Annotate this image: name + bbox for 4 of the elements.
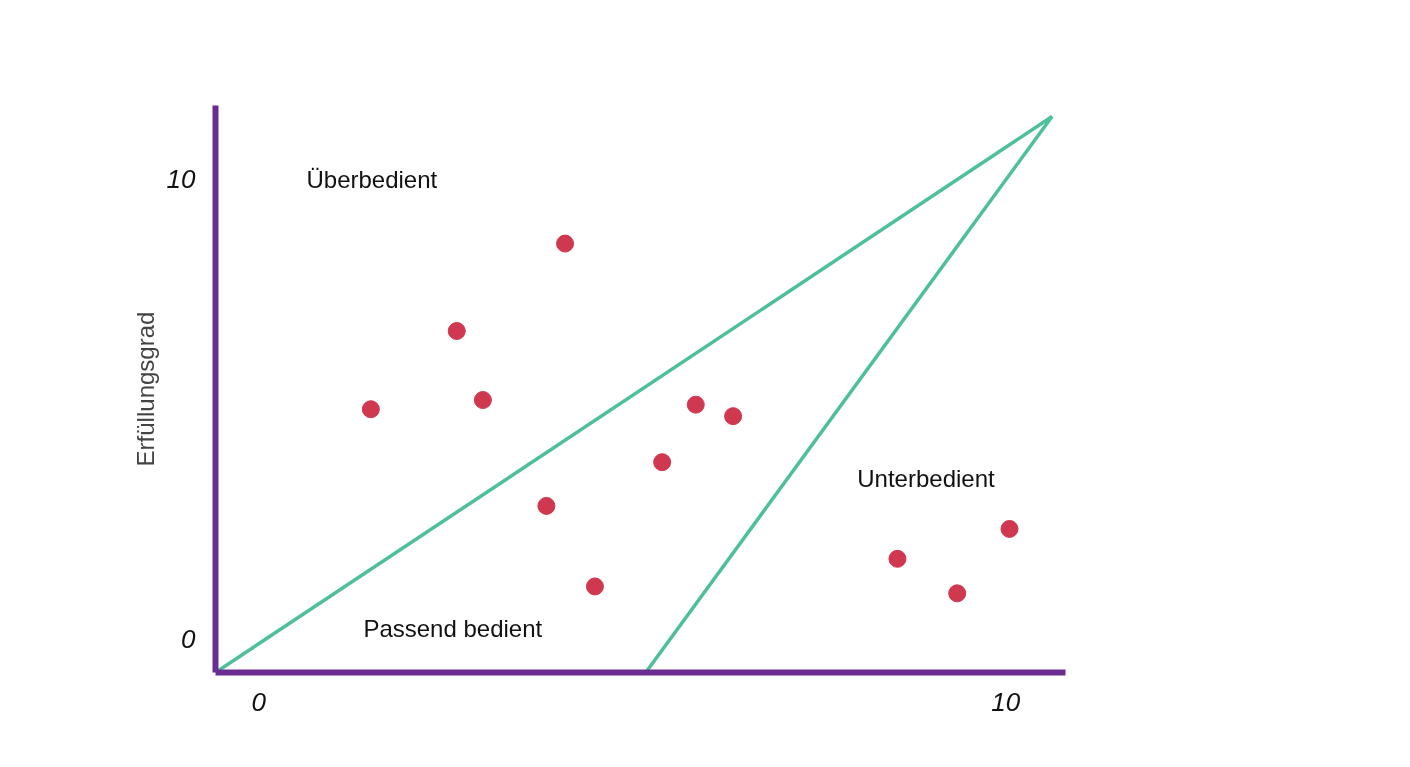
annotation: Überbedient xyxy=(306,165,438,193)
y-axis-title: Erfüllungsgrad xyxy=(131,311,159,467)
annotation: Passend bedient xyxy=(363,615,543,643)
annotation: Unterbedient xyxy=(857,464,996,492)
